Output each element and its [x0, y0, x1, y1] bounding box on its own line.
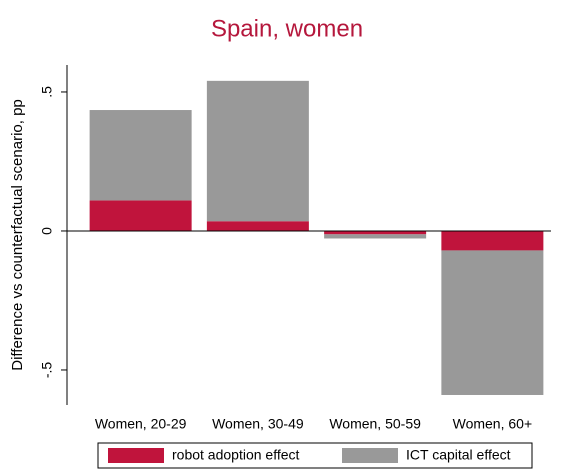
bar — [206, 221, 309, 231]
bar — [441, 250, 544, 395]
y-tick-label: -.5 — [39, 362, 55, 379]
legend-label: ICT capital effect — [406, 447, 511, 463]
bar — [324, 234, 427, 239]
bar — [89, 200, 192, 231]
legend-box — [97, 442, 533, 469]
y-tick-label: 0 — [39, 227, 55, 235]
legend-swatch — [108, 448, 164, 463]
x-tick-label: Women, 20-29 — [95, 416, 187, 432]
x-tick-label: Women, 60+ — [453, 416, 533, 432]
x-tick-label: Women, 50-59 — [329, 416, 421, 432]
y-tick-label: .5 — [39, 86, 55, 98]
chart-title: Spain, women — [211, 15, 363, 42]
bar — [89, 110, 192, 201]
bar — [324, 230, 427, 235]
x-tick-label: Women, 30-49 — [212, 416, 304, 432]
legend-label: robot adoption effect — [172, 447, 300, 463]
legend-swatch — [342, 448, 398, 463]
bar — [441, 230, 544, 251]
bar — [206, 80, 309, 222]
y-axis-label: Difference vs counterfactual scenario, p… — [9, 99, 26, 371]
